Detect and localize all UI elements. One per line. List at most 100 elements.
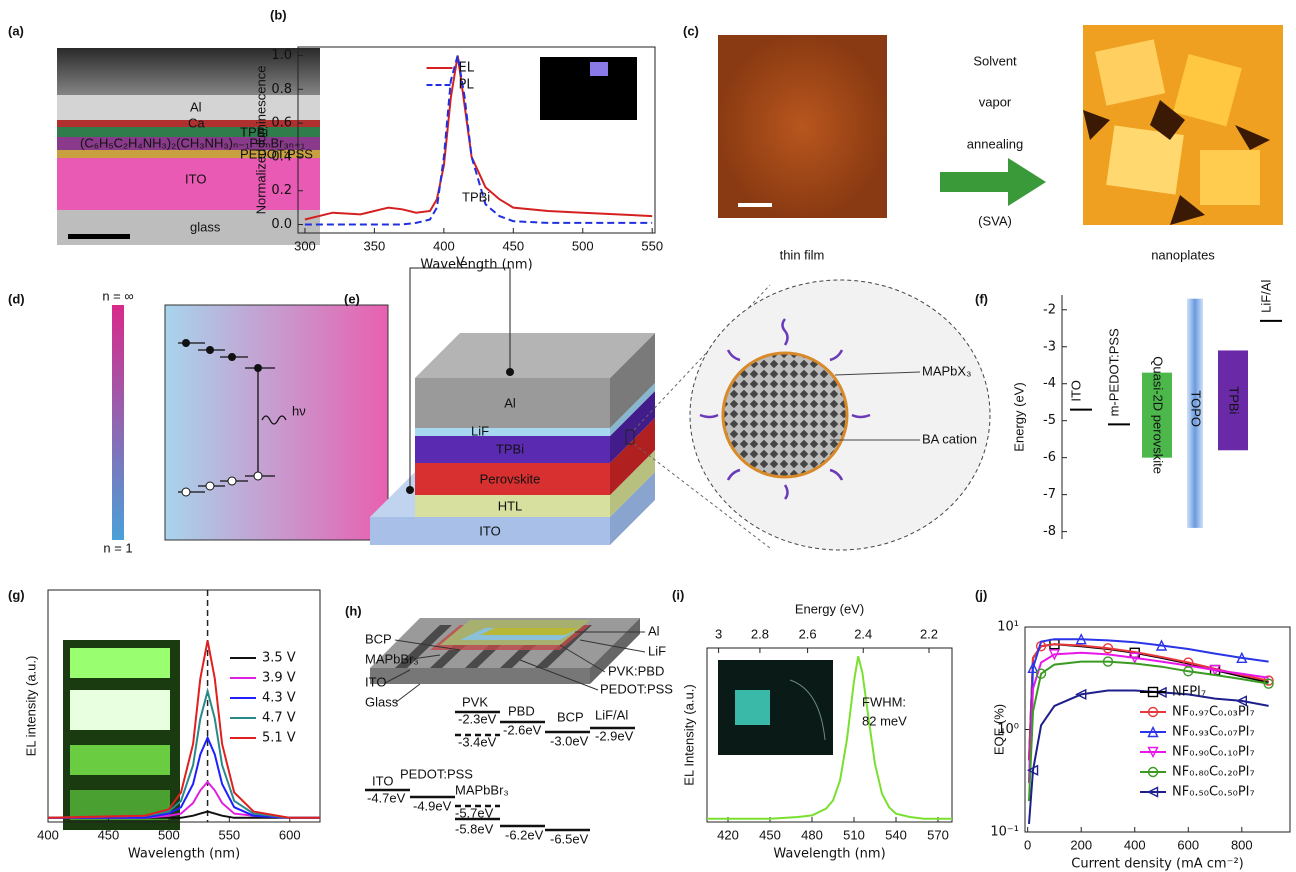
x-axis-label: Wavelength (nm) xyxy=(773,847,885,862)
x-tick-label: 200 xyxy=(1070,837,1092,852)
x-tick-label: 450 xyxy=(98,827,120,842)
layer-label: Perovskite xyxy=(480,471,541,486)
level-label: -3.0eV xyxy=(550,733,589,748)
device-stack xyxy=(370,268,990,550)
level-label: -5.8eV xyxy=(455,821,494,836)
device-label: BCP xyxy=(365,631,392,646)
legend-label: PL xyxy=(459,78,475,93)
x-tick-label: 500 xyxy=(158,827,180,842)
caption: nanoplates xyxy=(1151,247,1215,262)
layer-label: TPBi xyxy=(496,441,524,456)
page: {"panels":{ "a":{"label":"(a)","layers":… xyxy=(0,0,1296,872)
x-tick-label: 800 xyxy=(1231,837,1253,852)
y-tick-label: 0.0 xyxy=(271,217,292,232)
device-label: PEDOT:PSS xyxy=(600,681,673,696)
y-tick-label: 0.4 xyxy=(271,149,292,164)
layer-label: LiF xyxy=(471,423,489,438)
emission-label: hν xyxy=(292,403,306,418)
y-tick-label: 10⁻¹ xyxy=(990,825,1019,840)
legend-label: NF₀.₉₃C₀.₀₇PI₇ xyxy=(1172,725,1255,740)
device-label: ITO xyxy=(365,674,386,689)
x-tick-label: 550 xyxy=(641,238,663,253)
y-tick-label: -5 xyxy=(1043,413,1056,428)
x-tick-label: 510 xyxy=(843,827,865,842)
material-label: MAPbBr₃ xyxy=(455,782,509,797)
process-label: vapor xyxy=(979,94,1012,109)
level-label: -5.7eV xyxy=(455,805,494,820)
category-label: LiF/Al xyxy=(1258,280,1273,313)
annotation: TPBi xyxy=(462,189,490,204)
level-label: -2.3eV xyxy=(458,711,497,726)
legend-label: NF₀.₉₇C₀.₀₃PI₇ xyxy=(1172,705,1255,720)
panel-label: (e) xyxy=(344,291,360,306)
energy-funnel xyxy=(112,305,388,540)
legend-label: 5.1 V xyxy=(262,731,296,746)
caption: thin film xyxy=(780,247,825,262)
panel-label: (a) xyxy=(8,23,24,38)
category-label: Quasi-2D perovskite xyxy=(1151,356,1166,474)
x-tick-label: 450 xyxy=(502,238,524,253)
y-tick-label: -2 xyxy=(1043,302,1056,317)
legend-label: 3.9 V xyxy=(262,671,296,686)
layer-label: glass xyxy=(190,219,221,234)
y-tick-label: -3 xyxy=(1043,339,1056,354)
x2-tick-label: 2.4 xyxy=(854,626,872,641)
category-label: ITO xyxy=(1068,380,1083,401)
inset-photo xyxy=(718,660,833,755)
x-tick-label: 350 xyxy=(364,238,386,253)
device-label: LiF xyxy=(648,643,666,658)
legend-label: NFPI₇ xyxy=(1172,685,1206,700)
device-label: Al xyxy=(648,623,660,638)
y-tick-label: 0.6 xyxy=(271,116,292,131)
x-tick-label: 500 xyxy=(572,238,594,253)
panel-label: (d) xyxy=(8,291,25,306)
x2-tick-label: 2.6 xyxy=(799,626,817,641)
material-label: PVK xyxy=(462,694,488,709)
x-tick-label: 400 xyxy=(37,827,59,842)
device-label: MAPbBr₃ xyxy=(365,651,419,666)
callout: BA cation xyxy=(922,431,977,446)
y-tick-label: 10¹ xyxy=(997,620,1019,635)
layer-label: ITO xyxy=(185,171,206,186)
material-label: LiF/Al xyxy=(595,707,628,722)
y-tick-label: 0.2 xyxy=(271,183,292,198)
x-tick-label: 300 xyxy=(294,238,316,253)
x-tick-label: 570 xyxy=(927,827,949,842)
x-tick-label: 450 xyxy=(759,827,781,842)
category-label: TPBi xyxy=(1227,386,1242,414)
annotation: FWHM: xyxy=(862,694,906,709)
panel-label: (c) xyxy=(683,23,699,38)
legend-label: 3.5 V xyxy=(262,651,296,666)
legend-label: 4.3 V xyxy=(262,691,296,706)
x-axis-label: Wavelength (nm) xyxy=(128,847,240,862)
inset-photo xyxy=(540,57,637,120)
panel-label: (b) xyxy=(270,7,287,22)
figure: (a)AlCaTPBi(C₆H₅C₂H₄NH₃)₂(CH₃NH₃)ₙ₋₁PbₙB… xyxy=(0,0,1296,872)
legend-label: EL xyxy=(459,61,475,76)
x-tick-label: 400 xyxy=(433,238,455,253)
legend-label: NF₀.₉₀C₀.₁₀PI₇ xyxy=(1172,745,1255,760)
x2-axis-label: Energy (eV) xyxy=(795,601,864,616)
legend-label: 4.7 V xyxy=(262,711,296,726)
x-tick-label: 550 xyxy=(218,827,240,842)
x-tick-label: 0 xyxy=(1024,837,1031,852)
y-axis-label: Normalized luminescence xyxy=(253,66,268,215)
y-tick-label: 1.0 xyxy=(271,48,292,63)
material-label: PBD xyxy=(508,703,535,718)
x-tick-label: 600 xyxy=(279,827,301,842)
legend-label: NF₀.₈₀C₀.₂₀PI₇ xyxy=(1172,765,1255,780)
x2-tick-label: 2.2 xyxy=(920,626,938,641)
x2-tick-label: 2.8 xyxy=(751,626,769,641)
level-label: -2.9eV xyxy=(595,728,634,743)
legend-label: NF₀.₅₀C₀.₅₀PI₇ xyxy=(1172,785,1255,800)
y-tick-label: -7 xyxy=(1043,487,1056,502)
level-label: -4.9eV xyxy=(413,798,452,813)
panel-label: (h) xyxy=(345,603,362,618)
y-tick-label: 0.8 xyxy=(271,82,292,97)
annotation: 82 meV xyxy=(862,713,907,728)
x-tick-label: 540 xyxy=(885,827,907,842)
layer-label: Ca xyxy=(188,115,205,130)
level-label: -3.4eV xyxy=(458,734,497,749)
layer-label: HTL xyxy=(498,498,523,513)
x-axis-label: Wavelength (nm) xyxy=(420,258,532,273)
